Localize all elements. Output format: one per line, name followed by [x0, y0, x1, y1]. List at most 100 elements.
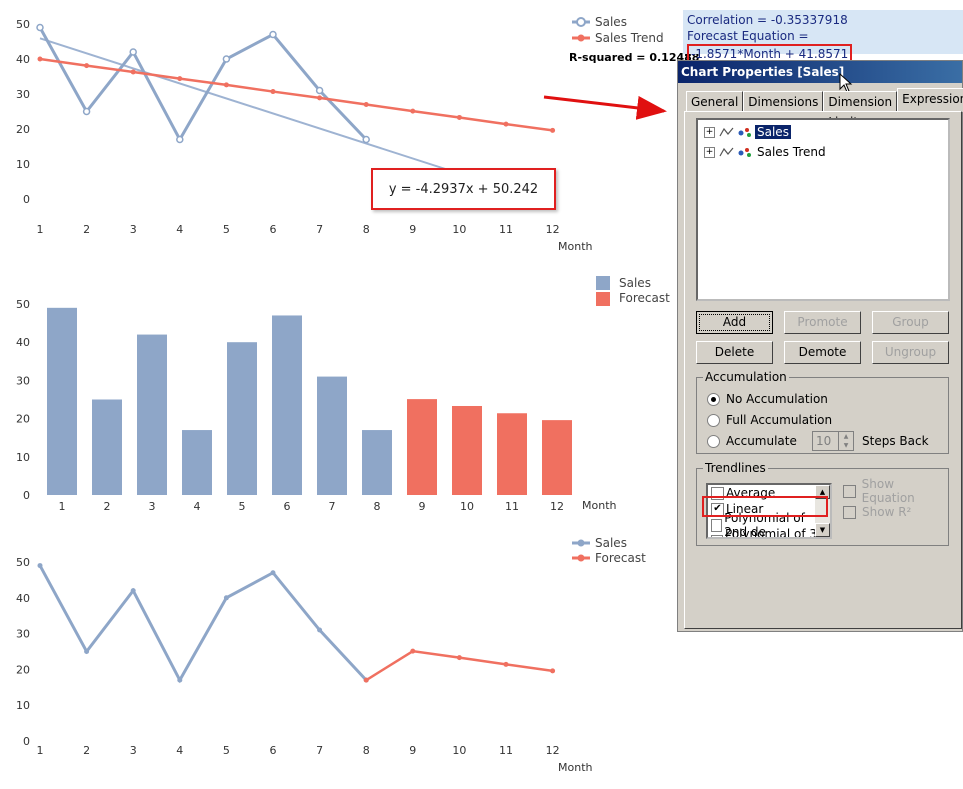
x-tick-label: 12 — [550, 500, 564, 513]
bar-forecast — [407, 399, 437, 495]
x-tick-label: 11 — [499, 744, 513, 757]
radio-accumulate[interactable]: Accumulate — [707, 434, 797, 448]
y-tick-label: 10 — [16, 699, 30, 712]
checkbox[interactable] — [711, 518, 723, 532]
point-sales — [223, 595, 229, 601]
sales-trend-point — [410, 108, 416, 114]
point-forecast — [363, 677, 369, 683]
x-tick-label: 3 — [130, 744, 137, 757]
legend-marker-sales-trend — [577, 34, 585, 42]
trendline-poly3[interactable]: Polynomial of 3rd d — [711, 527, 830, 537]
forecast-equation-prefix: Forecast Equation = — [687, 29, 809, 43]
sales-trend-point — [503, 121, 509, 127]
sales-trend-point — [84, 63, 90, 69]
show-equation-label: Show Equation — [861, 477, 915, 505]
x-tick-label: 12 — [546, 744, 560, 757]
x-tick-label: 8 — [363, 744, 370, 757]
ungroup-button[interactable]: Ungroup — [872, 341, 949, 364]
expression-item-sales-trend[interactable]: + Sales Trend — [704, 144, 828, 160]
steps-value: 10 — [816, 434, 832, 448]
expand-icon[interactable]: + — [704, 146, 715, 158]
correlation-text: Correlation = -0.35337918 — [687, 13, 848, 27]
sales-trend-point — [177, 76, 183, 82]
sales-trend-point — [130, 69, 136, 75]
sales-point — [176, 135, 184, 144]
radio-dot — [707, 413, 720, 427]
x-tick-label: 6 — [270, 223, 277, 236]
x-tick-label: 7 — [316, 744, 323, 757]
sales-trend-line — [39, 57, 553, 132]
x-tick-label: 2 — [83, 744, 90, 757]
x-tick-label: 9 — [409, 744, 416, 757]
legend-swatch-forecast — [596, 292, 610, 306]
expression-item-sales[interactable]: + Sales — [704, 124, 791, 140]
bar-sales — [182, 430, 212, 495]
expression-type-icon — [719, 147, 751, 157]
add-button[interactable]: Add — [696, 311, 773, 334]
show-equation-option[interactable]: Show Equation — [843, 477, 948, 505]
x-tick-label: 2 — [104, 500, 111, 513]
accumulation-title: Accumulation — [703, 370, 789, 384]
expression-tree[interactable]: + Sales + Sales Trend — [696, 118, 950, 301]
checkbox[interactable] — [843, 505, 856, 519]
sales-point — [222, 55, 231, 63]
x-tick-label: 8 — [374, 500, 381, 513]
sales-trend-point — [223, 82, 229, 88]
expression-label: Sales — [755, 125, 791, 139]
trendline-list[interactable]: Average ✔ Linear Polynomial of 2nd de Po… — [706, 483, 832, 539]
demote-button[interactable]: Demote — [784, 341, 861, 364]
y-tick-label: 50 — [16, 556, 30, 569]
x-tick-label: 3 — [130, 223, 137, 236]
bar-sales — [137, 334, 167, 495]
trendlines-group: Trendlines Average ✔ Linear Polynomial o… — [696, 461, 949, 546]
x-tick-label: 10 — [452, 744, 466, 757]
radio-label: Full Accumulation — [726, 413, 833, 427]
x-tick-label: 6 — [270, 744, 277, 757]
delete-button[interactable]: Delete — [696, 341, 773, 364]
trendline-linear[interactable]: ✔ Linear — [711, 501, 763, 517]
bar-sales — [227, 342, 257, 495]
x-tick-label: 8 — [363, 223, 370, 236]
steps-back-label: Steps Back — [862, 434, 929, 448]
legend-label-forecast: Forecast — [595, 551, 646, 565]
y-tick-label: 30 — [16, 628, 30, 641]
radio-full-accumulation[interactable]: Full Accumulation — [707, 413, 832, 427]
bar-sales — [47, 307, 77, 495]
x-tick-label: 12 — [546, 223, 560, 236]
tab-expressions[interactable]: Expressions — [897, 88, 963, 112]
x-tick-label: 4 — [176, 223, 183, 236]
show-r2-option[interactable]: Show R² — [843, 504, 911, 520]
y-tick-label: 10 — [16, 451, 30, 464]
expressions-pane — [684, 111, 962, 629]
legend-swatch-sales — [596, 276, 610, 290]
steps-back-spinner[interactable]: 10 ▲ ▼ — [812, 431, 854, 451]
y-tick-label: 0 — [23, 735, 30, 748]
group-button[interactable]: Group — [872, 311, 949, 334]
scroll-down-icon[interactable]: ▼ — [815, 523, 830, 537]
tab-general[interactable]: General — [686, 91, 744, 112]
radio-no-accumulation[interactable]: No Accumulation — [707, 392, 828, 406]
sales-trend-point — [363, 102, 369, 107]
point-sales — [84, 649, 90, 654]
spinner-arrows-icon[interactable]: ▲ ▼ — [838, 432, 853, 450]
tab-bar: General Dimensions Dimension Limits Expr… — [686, 88, 963, 129]
point-sales — [317, 627, 323, 633]
tab-dimensions[interactable]: Dimensions — [743, 91, 824, 112]
expand-icon[interactable]: + — [704, 126, 715, 138]
checkbox[interactable] — [711, 534, 723, 537]
sales-point — [362, 135, 370, 144]
scroll-up-icon[interactable]: ▲ — [815, 485, 830, 499]
bar-sales — [272, 315, 302, 495]
checkbox[interactable] — [843, 484, 856, 498]
y-tick-label: 30 — [16, 88, 30, 101]
tab-dimension-limits[interactable]: Dimension Limits — [823, 91, 898, 129]
trendline-poly2[interactable]: Polynomial of 2nd de — [711, 511, 830, 537]
promote-button[interactable]: Promote — [784, 311, 861, 334]
trendline-label: Linear — [726, 502, 764, 516]
sales-trend-point — [550, 127, 556, 133]
dialog-title[interactable]: Chart Properties [Sales] — [678, 61, 962, 83]
x-tick-label: 1 — [37, 223, 44, 236]
sales-trend-point — [456, 114, 462, 120]
